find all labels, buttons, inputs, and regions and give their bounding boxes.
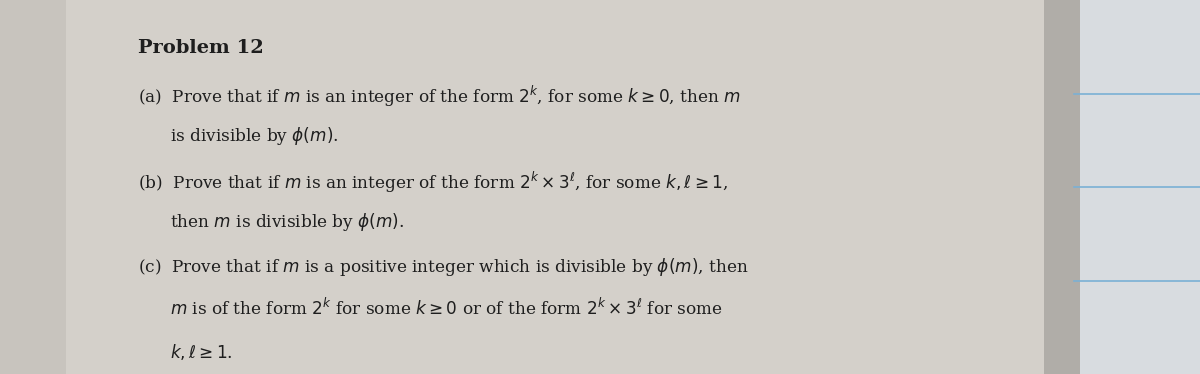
Text: then $m$ is divisible by $\phi(m)$.: then $m$ is divisible by $\phi(m)$. (170, 211, 404, 233)
FancyBboxPatch shape (0, 0, 66, 374)
Text: Problem 12: Problem 12 (138, 39, 264, 57)
Text: (a)  Prove that if $m$ is an integer of the form $2^k$, for some $k \geq 0$, the: (a) Prove that if $m$ is an integer of t… (138, 84, 740, 109)
Text: $m$ is of the form $2^k$ for some $k \geq 0$ or of the form $2^k \times 3^{\ell}: $m$ is of the form $2^k$ for some $k \ge… (170, 297, 724, 319)
FancyBboxPatch shape (1044, 0, 1080, 374)
Text: (c)  Prove that if $m$ is a positive integer which is divisible by $\phi(m)$, th: (c) Prove that if $m$ is a positive inte… (138, 256, 749, 278)
Text: (b)  Prove that if $m$ is an integer of the form $2^k \times 3^{\ell}$, for some: (b) Prove that if $m$ is an integer of t… (138, 170, 728, 195)
FancyBboxPatch shape (1074, 0, 1200, 374)
Text: is divisible by $\phi(m)$.: is divisible by $\phi(m)$. (170, 125, 338, 147)
Text: $k, \ell \geq 1$.: $k, \ell \geq 1$. (170, 342, 233, 362)
